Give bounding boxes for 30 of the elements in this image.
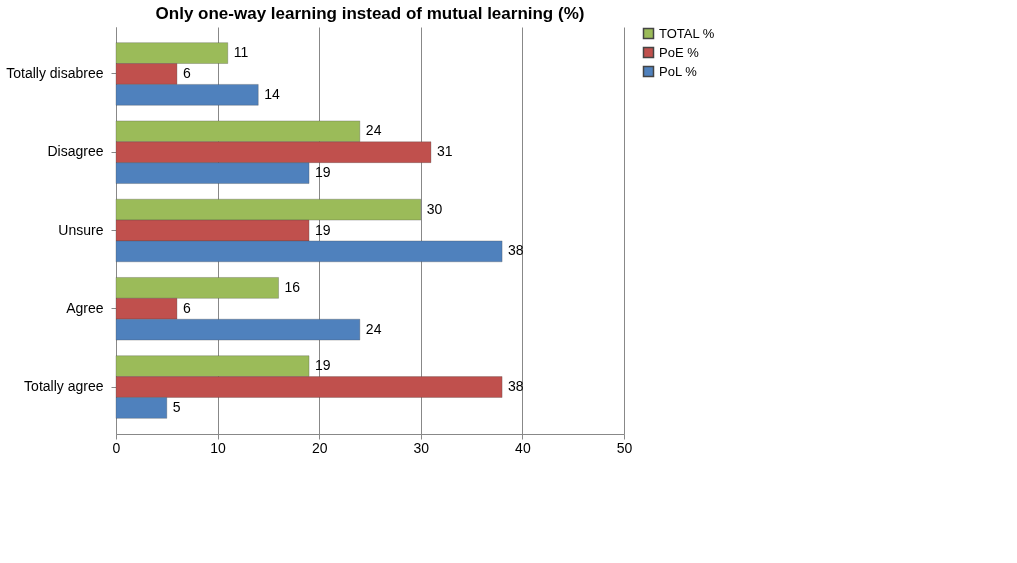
data-label: 38 [508, 378, 524, 395]
data-label: 6 [182, 299, 191, 316]
y-tick-label: Totally disabree [6, 64, 104, 81]
y-tick-label: Unsure [58, 221, 104, 238]
data-label: 5 [172, 398, 181, 415]
data-label: 19 [315, 221, 331, 238]
legend-label: TOTAL % [659, 25, 715, 41]
y-tick-label: Disagree [47, 143, 104, 160]
data-label: 6 [182, 64, 191, 81]
data-label: 11 [233, 44, 249, 61]
y-tick-label: Agree [66, 299, 104, 316]
data-label: 19 [315, 357, 331, 374]
data-label: 19 [315, 164, 331, 181]
x-tick-label: 0 [112, 439, 121, 456]
data-label: 38 [508, 242, 524, 259]
data-label: 31 [436, 143, 453, 160]
data-label: 14 [264, 85, 281, 102]
x-tick-label: 10 [210, 439, 227, 456]
data-label: 24 [365, 122, 382, 139]
y-tick-label: Totally agree [24, 378, 104, 395]
chart-title: Only one-way learning instead of mutual learning (%) [155, 4, 585, 23]
legend-label: PoL % [659, 63, 698, 79]
x-tick-label: 20 [311, 439, 328, 456]
data-label: 24 [365, 320, 382, 337]
x-tick-label: 40 [515, 439, 531, 456]
data-label: 16 [284, 278, 301, 295]
x-tick-label: 30 [413, 439, 430, 456]
x-tick-label: 50 [616, 439, 633, 456]
legend-label: PoE % [659, 44, 700, 60]
data-label: 30 [426, 200, 443, 217]
